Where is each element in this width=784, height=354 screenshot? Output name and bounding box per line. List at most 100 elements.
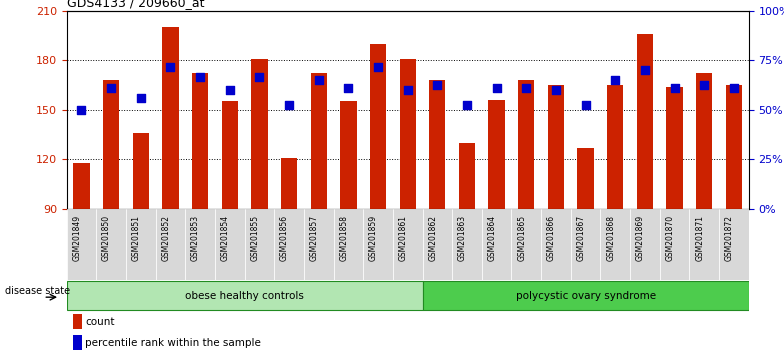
Bar bbox=[578, 148, 593, 209]
Text: GSM201870: GSM201870 bbox=[666, 215, 674, 261]
Bar bbox=[571, 209, 601, 280]
Point bbox=[313, 77, 325, 83]
Point bbox=[461, 102, 474, 108]
Bar bbox=[132, 133, 149, 209]
Bar bbox=[215, 209, 245, 280]
Point bbox=[283, 102, 296, 108]
Bar bbox=[393, 209, 423, 280]
Bar bbox=[126, 209, 155, 280]
Bar bbox=[155, 209, 185, 280]
Point bbox=[579, 102, 592, 108]
Point bbox=[490, 85, 503, 91]
Bar bbox=[637, 34, 653, 209]
Point bbox=[194, 74, 206, 80]
Point bbox=[698, 82, 710, 88]
Bar bbox=[429, 80, 445, 209]
Bar bbox=[488, 100, 505, 209]
Bar bbox=[541, 209, 571, 280]
Text: GSM201868: GSM201868 bbox=[606, 215, 615, 261]
Bar bbox=[452, 209, 482, 280]
Text: GSM201852: GSM201852 bbox=[162, 215, 170, 261]
Bar bbox=[601, 209, 630, 280]
Text: GSM201858: GSM201858 bbox=[339, 215, 348, 261]
Text: GSM201857: GSM201857 bbox=[310, 215, 319, 261]
Bar bbox=[660, 209, 689, 280]
Text: GSM201850: GSM201850 bbox=[102, 215, 111, 261]
Bar bbox=[222, 102, 238, 209]
Text: GSM201856: GSM201856 bbox=[280, 215, 289, 261]
Bar bbox=[511, 209, 541, 280]
Bar bbox=[726, 85, 742, 209]
Bar bbox=[607, 85, 623, 209]
Bar bbox=[630, 209, 660, 280]
Bar bbox=[103, 80, 119, 209]
Point bbox=[105, 85, 118, 91]
Point bbox=[728, 85, 740, 91]
Point bbox=[223, 87, 236, 93]
Bar bbox=[719, 209, 749, 280]
Bar bbox=[251, 58, 267, 209]
Point bbox=[609, 77, 622, 83]
Bar bbox=[74, 162, 89, 209]
Bar bbox=[74, 335, 82, 350]
Point bbox=[550, 87, 562, 93]
Point bbox=[253, 74, 266, 80]
Bar bbox=[74, 314, 82, 329]
Bar bbox=[363, 209, 393, 280]
Text: GSM201866: GSM201866 bbox=[547, 215, 556, 261]
Bar bbox=[400, 58, 416, 209]
Text: GSM201849: GSM201849 bbox=[72, 215, 82, 261]
Bar bbox=[281, 158, 297, 209]
Bar bbox=[310, 73, 327, 209]
Bar bbox=[482, 209, 511, 280]
Bar bbox=[245, 209, 274, 280]
Bar bbox=[67, 209, 96, 280]
Point bbox=[431, 82, 444, 88]
Bar bbox=[185, 209, 215, 280]
Bar bbox=[423, 281, 749, 310]
Bar bbox=[67, 281, 423, 310]
Point bbox=[520, 85, 532, 91]
Point bbox=[668, 85, 681, 91]
Bar bbox=[459, 143, 475, 209]
Bar bbox=[696, 73, 713, 209]
Bar bbox=[689, 209, 719, 280]
Bar bbox=[162, 27, 179, 209]
Text: GSM201871: GSM201871 bbox=[695, 215, 704, 261]
Bar bbox=[96, 209, 126, 280]
Text: polycystic ovary syndrome: polycystic ovary syndrome bbox=[516, 291, 655, 301]
Bar bbox=[370, 44, 387, 209]
Text: GSM201859: GSM201859 bbox=[369, 215, 378, 261]
Bar bbox=[518, 80, 535, 209]
Text: count: count bbox=[85, 317, 114, 327]
Point bbox=[401, 87, 414, 93]
Text: GSM201867: GSM201867 bbox=[576, 215, 586, 261]
Text: GSM201855: GSM201855 bbox=[250, 215, 260, 261]
Text: GSM201863: GSM201863 bbox=[458, 215, 467, 261]
Text: GSM201864: GSM201864 bbox=[488, 215, 496, 261]
Text: GSM201861: GSM201861 bbox=[399, 215, 408, 261]
Bar bbox=[340, 102, 357, 209]
Text: GSM201865: GSM201865 bbox=[517, 215, 526, 261]
Text: disease state: disease state bbox=[5, 286, 71, 296]
Bar bbox=[333, 209, 363, 280]
Text: GSM201854: GSM201854 bbox=[221, 215, 230, 261]
Bar bbox=[274, 209, 304, 280]
Point bbox=[372, 64, 384, 70]
Text: GSM201853: GSM201853 bbox=[191, 215, 200, 261]
Text: GSM201862: GSM201862 bbox=[428, 215, 437, 261]
Bar bbox=[192, 73, 209, 209]
Point bbox=[639, 67, 652, 73]
Text: obese healthy controls: obese healthy controls bbox=[185, 291, 304, 301]
Text: GSM201851: GSM201851 bbox=[132, 215, 141, 261]
Point bbox=[135, 95, 147, 101]
Text: GDS4133 / 209660_at: GDS4133 / 209660_at bbox=[67, 0, 204, 10]
Text: percentile rank within the sample: percentile rank within the sample bbox=[85, 337, 261, 348]
Point bbox=[75, 107, 88, 113]
Bar bbox=[423, 209, 452, 280]
Point bbox=[342, 85, 354, 91]
Text: GSM201872: GSM201872 bbox=[725, 215, 734, 261]
Bar bbox=[666, 87, 683, 209]
Point bbox=[164, 64, 176, 70]
Text: GSM201869: GSM201869 bbox=[636, 215, 645, 261]
